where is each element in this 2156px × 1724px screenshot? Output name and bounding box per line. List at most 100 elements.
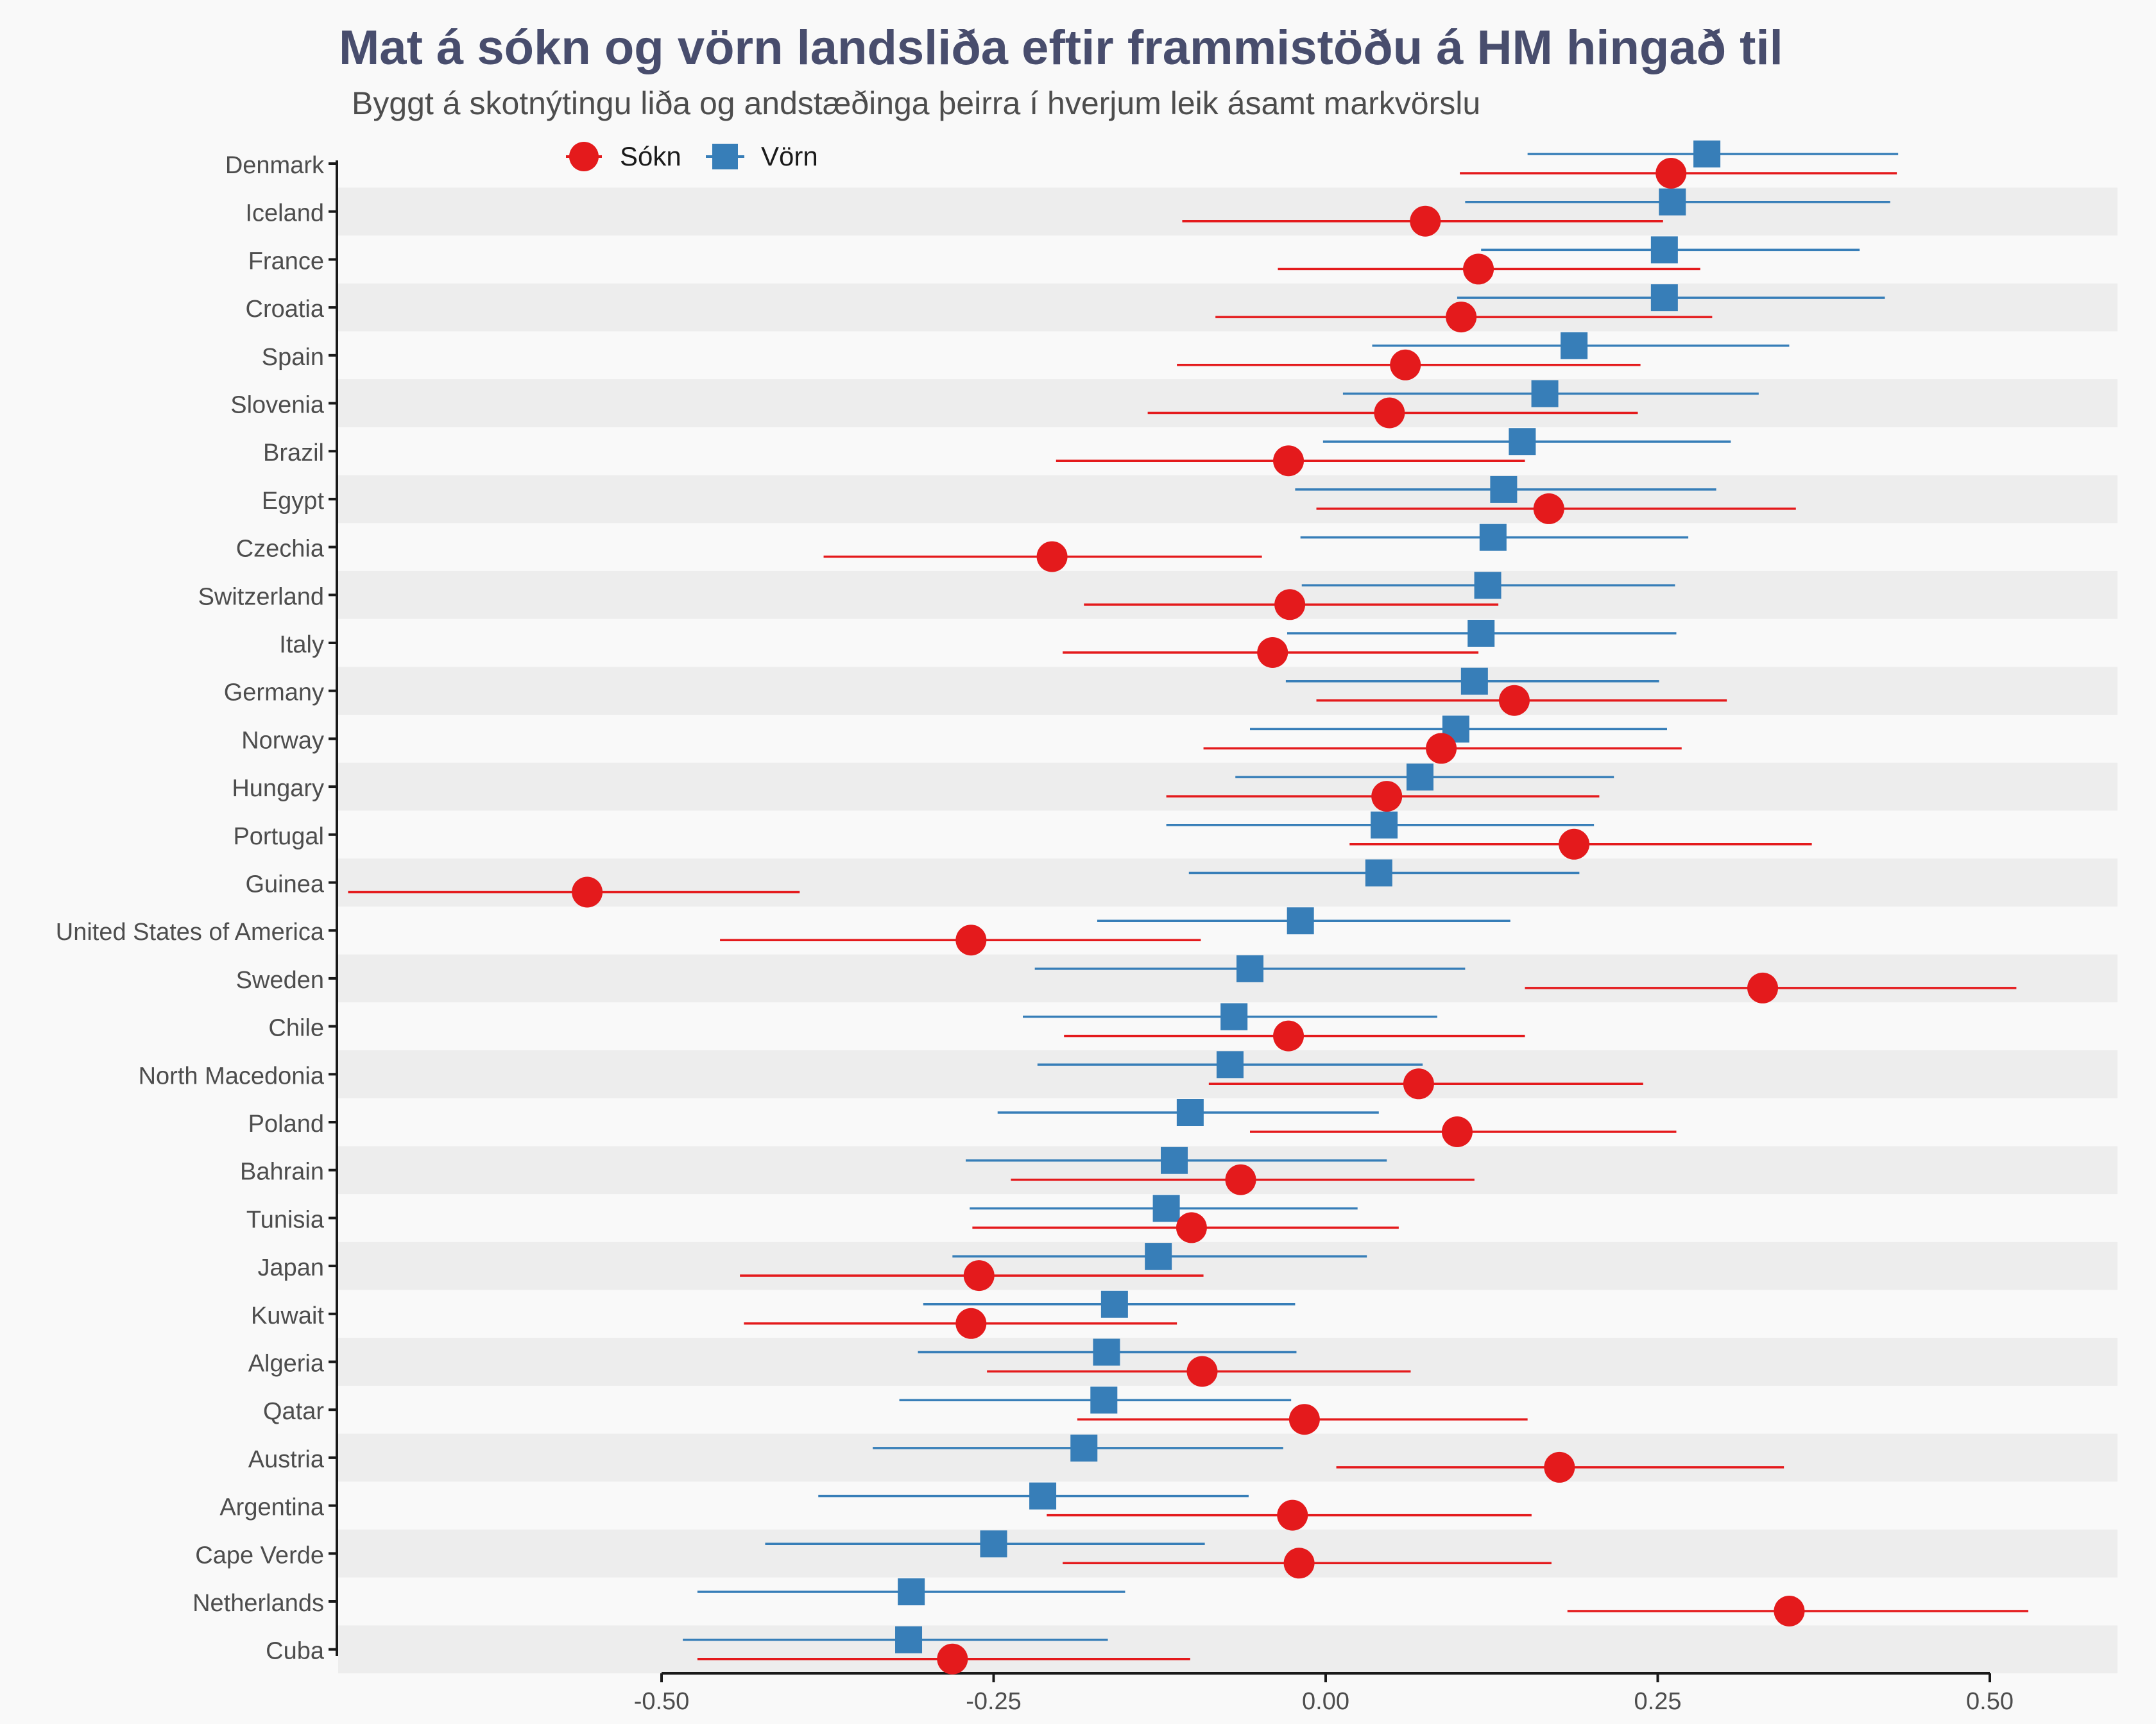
y-tick-label: Egypt — [262, 488, 325, 515]
vorn-point — [1371, 811, 1398, 839]
vorn-point — [1474, 572, 1502, 599]
sokn-point — [572, 876, 603, 908]
sokn-point — [1426, 733, 1457, 764]
legend-sokn-label: Sókn — [620, 141, 681, 171]
row-band — [338, 379, 2118, 427]
y-tick-label: Iceland — [245, 200, 324, 227]
y-tick-label: Japan — [257, 1254, 324, 1281]
sokn-point — [1257, 637, 1288, 668]
y-tick-label: Spain — [262, 344, 324, 371]
y-tick-label: Cuba — [266, 1638, 325, 1665]
vorn-point — [1152, 1195, 1180, 1222]
sokn-point — [1273, 1020, 1305, 1052]
x-tick-label: -0.25 — [966, 1688, 1022, 1715]
vorn-point — [1561, 332, 1588, 359]
x-tick-label: -0.50 — [634, 1688, 690, 1715]
y-tick-label: Netherlands — [193, 1590, 324, 1617]
vorn-point — [1029, 1482, 1057, 1510]
y-tick-label: Qatar — [263, 1398, 324, 1425]
vorn-point — [1650, 236, 1678, 264]
y-tick-label: Algeria — [248, 1351, 325, 1378]
vorn-point — [1145, 1243, 1172, 1270]
y-tick-label: Guinea — [245, 871, 324, 898]
sokn-point — [1374, 397, 1405, 429]
y-tick-label: Portugal — [233, 823, 324, 850]
sokn-point — [1774, 1596, 1805, 1626]
y-tick-label: Norway — [241, 727, 324, 754]
vorn-point — [980, 1530, 1007, 1558]
row-band — [338, 954, 2118, 1003]
vorn-point — [1365, 859, 1392, 887]
sokn-point — [1533, 493, 1564, 524]
vorn-point — [1236, 955, 1264, 982]
sokn-point — [1036, 541, 1068, 572]
sokn-point — [1176, 1212, 1207, 1243]
row-band — [338, 475, 2118, 524]
sokn-point — [1403, 1068, 1434, 1100]
vorn-point — [1220, 1003, 1248, 1030]
y-tick-label: Kuwait — [251, 1302, 324, 1329]
sokn-point — [1371, 781, 1403, 812]
sokn-point — [1446, 302, 1477, 333]
y-tick-label: Denmark — [225, 152, 325, 179]
vorn-point — [1216, 1051, 1244, 1079]
y-tick-label: Bahrain — [240, 1159, 324, 1186]
y-tick-label: Brazil — [263, 440, 324, 466]
chart-title: Mat á sókn og vörn landsliða eftir framm… — [339, 21, 1783, 75]
sokn-point — [963, 1260, 995, 1292]
vorn-point — [1467, 620, 1495, 647]
y-tick-label: Czechia — [236, 536, 325, 563]
legend: Sókn Vörn — [566, 141, 818, 171]
row-band — [338, 667, 2118, 715]
vorn-point — [1531, 380, 1559, 407]
sokn-point — [955, 925, 987, 956]
sokn-point — [1410, 205, 1441, 237]
sokn-point — [1273, 445, 1305, 477]
sokn-point — [1390, 349, 1421, 380]
legend-vorn-label: Vörn — [761, 141, 818, 171]
sokn-point — [1559, 828, 1590, 860]
y-axis-ticks: Denmark Iceland France Croatia Spain Slovenia… — [56, 152, 337, 1665]
y-tick-label: Croatia — [246, 296, 325, 323]
sokn-point — [1288, 1404, 1320, 1435]
vorn-point — [1650, 284, 1678, 312]
y-tick-label: Switzerland — [198, 583, 324, 610]
vorn-point — [1490, 475, 1518, 503]
sokn-point — [1225, 1164, 1256, 1195]
vorn-point — [1460, 667, 1488, 695]
row-band — [338, 187, 2118, 236]
sokn-point — [1283, 1548, 1315, 1579]
y-tick-label: Tunisia — [246, 1206, 325, 1233]
sokn-point — [1186, 1356, 1218, 1387]
y-tick-label: Austria — [248, 1446, 325, 1473]
vorn-point — [1161, 1147, 1188, 1174]
data-points — [572, 141, 1805, 1675]
row-band — [338, 1433, 2118, 1482]
row-band — [338, 1529, 2118, 1578]
vorn-point — [1100, 1290, 1128, 1318]
row-band — [338, 283, 2118, 332]
chart-subtitle: Byggt á skotnýtingu liða og andstæðinga … — [352, 85, 1480, 121]
x-axis-ticks: -0.50 -0.25 0.00 0.25 0.50 — [634, 1673, 2014, 1715]
y-tick-label: Poland — [248, 1111, 324, 1138]
sokn-point — [1277, 1499, 1308, 1531]
y-tick-label: Cape Verde — [195, 1542, 324, 1569]
vorn-point — [1176, 1099, 1204, 1126]
row-band — [338, 1338, 2118, 1386]
row-band — [338, 858, 2118, 907]
sokn-point — [1544, 1451, 1575, 1483]
row-band — [338, 570, 2118, 619]
sokn-point — [1656, 158, 1687, 189]
y-tick-label: United States of America — [56, 919, 325, 946]
y-tick-label: France — [248, 248, 324, 275]
sokn-point — [937, 1643, 968, 1675]
x-tick-label: 0.50 — [1966, 1688, 2014, 1715]
y-tick-label: Chile — [268, 1015, 324, 1042]
vorn-point — [895, 1626, 923, 1653]
row-band — [338, 1242, 2118, 1290]
vorn-point — [1287, 907, 1314, 935]
y-tick-label: Hungary — [232, 775, 324, 802]
row-bands — [338, 187, 2118, 1674]
sokn-point — [955, 1308, 987, 1339]
